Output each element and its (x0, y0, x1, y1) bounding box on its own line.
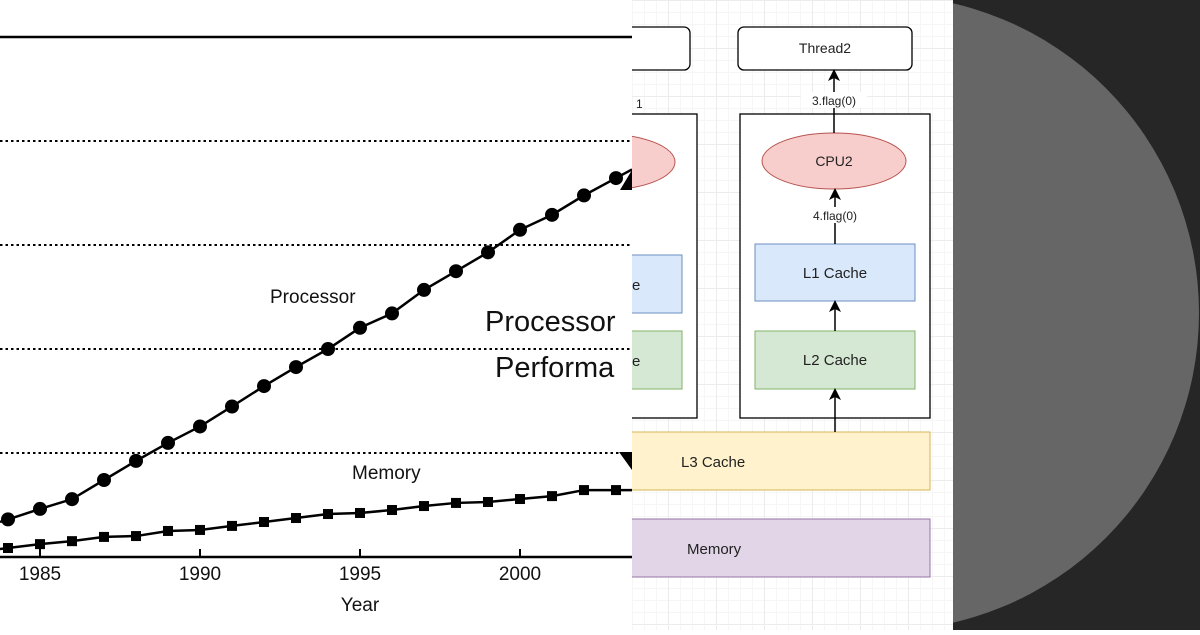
processor-point (385, 306, 399, 321)
thread2-box (737, 26, 913, 71)
processor-point (321, 342, 335, 356)
processor-point (33, 501, 47, 516)
memory-line (0, 488, 632, 551)
cpu1-ellipse (620, 134, 676, 190)
memory-point (387, 505, 397, 516)
processor-point (129, 453, 143, 468)
decor-svg (953, 3, 1199, 623)
edge-label-bg (801, 92, 867, 108)
thread1-edge-label: 1 (636, 97, 643, 111)
processor-point (545, 207, 559, 222)
cpu1-l1-label: e (632, 277, 640, 294)
memory-point (419, 501, 429, 512)
processor-line (0, 168, 633, 524)
x-tick-label: 1995 (339, 564, 381, 585)
memory-point (163, 525, 173, 536)
processor-point (417, 282, 431, 297)
processor-point (161, 435, 175, 450)
l3-cache-label: L3 Cache (681, 454, 745, 471)
memory-point (323, 509, 333, 520)
processor-point (449, 264, 463, 279)
processor-point (225, 399, 239, 414)
processor-point (1, 512, 15, 527)
thread2-label: Thread2 (799, 40, 851, 56)
chart-svg: 1985 1990 1995 2000 Processor Memory Proces… (0, 35, 633, 616)
cache-diagram-svg: 1 e e Thread2 CPU2 L1 Cache L2 Cache L3 … (620, 26, 931, 578)
thread1-box (620, 26, 691, 71)
edge-label-4-flag: 4.flag(0) (813, 209, 857, 223)
processor-point (609, 171, 623, 186)
processor-point (97, 473, 111, 488)
memory-point (35, 539, 45, 550)
memory-point (355, 507, 365, 518)
x-axis-label: Year (341, 595, 380, 616)
edge-label-bg (802, 207, 868, 223)
memory-label: Memory (687, 541, 742, 558)
processor-point (289, 360, 303, 375)
memory-point (195, 524, 205, 535)
memory-annotation: Memory (352, 463, 421, 484)
l2-cache-box (754, 330, 916, 390)
memory-point (515, 494, 525, 505)
x-tick-label: 1985 (19, 564, 61, 585)
l2-cache-label: L2 Cache (803, 352, 867, 369)
grey-circle-decor (953, 3, 1199, 623)
processor-point (193, 419, 207, 434)
processor-annotation: Processor (270, 287, 356, 308)
cpu1-l2-label: e (632, 353, 640, 370)
memory-point (579, 485, 589, 496)
l3-cache-box (620, 431, 931, 491)
x-tick-label: 2000 (499, 564, 541, 585)
memory-point (67, 536, 77, 547)
overlay-title-line2: Performa (495, 352, 615, 384)
processor-point (257, 379, 271, 394)
memory-point (227, 520, 237, 531)
dark-decor-panel (953, 0, 1200, 630)
edge-label-3-flag: 3.flag(0) (812, 94, 856, 108)
l1-cache-label: L1 Cache (803, 265, 867, 282)
down-triangle-marker (619, 452, 632, 470)
x-tick-label: 1990 (179, 564, 221, 585)
memory-box (620, 518, 931, 578)
memory-point (611, 485, 621, 496)
memory-point (451, 497, 461, 508)
memory-point (547, 491, 557, 502)
memory-point (291, 513, 301, 524)
memory-point (259, 517, 269, 528)
overlay-title-line1: Processor (485, 306, 616, 338)
processor-point (65, 492, 79, 507)
memory-point (483, 496, 493, 507)
cpu2-label: CPU2 (815, 153, 853, 169)
memory-point (99, 531, 109, 542)
performance-gap-chart: 1985 1990 1995 2000 Processor Memory Proces… (0, 35, 633, 616)
processor-point (481, 245, 495, 260)
l1-cache-box (754, 243, 916, 302)
memory-point (3, 543, 13, 554)
processor-point (513, 222, 527, 237)
processor-point (577, 188, 591, 203)
cache-diagram: 1 e e Thread2 CPU2 L1 Cache L2 Cache L3 … (620, 0, 953, 630)
processor-point (353, 320, 367, 335)
up-triangle-marker (620, 170, 632, 190)
memory-point (131, 531, 141, 542)
